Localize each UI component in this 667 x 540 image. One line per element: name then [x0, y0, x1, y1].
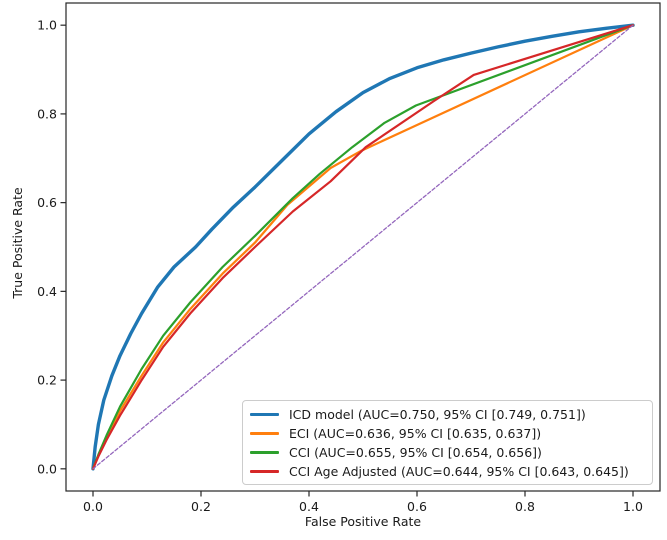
axis-ticks: 0.0 0.2 0.4 0.6 0.8 1.0 0.0 0.2 0.4 0.6 0.8 1.0	[37, 18, 643, 514]
x-tick-label: 0.8	[515, 499, 535, 514]
legend-item: ECI (AUC=0.636, 95% CI [0.635, 0.637])	[250, 424, 644, 443]
roc-curve	[91, 24, 635, 470]
x-tick-label: 0.4	[299, 499, 319, 514]
y-tick-label: 0.0	[37, 461, 57, 476]
y-tick-label: 1.0	[37, 18, 57, 33]
axes-spines	[65, 2, 661, 492]
plot-frame	[65, 2, 661, 492]
legend-label: CCI Age Adjusted (AUC=0.644, 95% CI [0.6…	[289, 464, 629, 479]
legend-line-swatch	[250, 432, 279, 435]
legend-line-swatch	[250, 451, 279, 454]
roc-curve	[91, 23, 635, 471]
y-tick-label: 0.8	[37, 106, 57, 121]
legend-item: CCI Age Adjusted (AUC=0.644, 95% CI [0.6…	[250, 462, 644, 481]
y-tick-label: 0.6	[37, 195, 57, 210]
roc-curves	[91, 23, 635, 471]
x-tick-label: 0.6	[407, 499, 427, 514]
x-tick-label: 0.2	[191, 499, 211, 514]
roc-curve	[91, 24, 635, 470]
legend-item: ICD model (AUC=0.750, 95% CI [0.749, 0.7…	[250, 405, 644, 424]
legend: ICD model (AUC=0.750, 95% CI [0.749, 0.7…	[242, 400, 653, 485]
legend-label: ECI (AUC=0.636, 95% CI [0.635, 0.637])	[289, 426, 542, 441]
y-tick-label: 0.2	[37, 373, 57, 388]
legend-item: CCI (AUC=0.655, 95% CI [0.654, 0.656])	[250, 443, 644, 462]
y-axis-label: True Positive Rate	[10, 187, 25, 300]
x-axis-label: False Positive Rate	[305, 514, 421, 529]
legend-line-swatch	[250, 412, 279, 417]
legend-label: ICD model (AUC=0.750, 95% CI [0.749, 0.7…	[289, 407, 586, 422]
chance-diagonal-line	[92, 24, 634, 470]
legend-label: CCI (AUC=0.655, 95% CI [0.654, 0.656])	[289, 445, 542, 460]
x-tick-label: 0.0	[83, 499, 103, 514]
y-tick-label: 0.4	[37, 284, 57, 299]
legend-line-swatch	[250, 470, 279, 473]
x-tick-label: 1.0	[623, 499, 643, 514]
